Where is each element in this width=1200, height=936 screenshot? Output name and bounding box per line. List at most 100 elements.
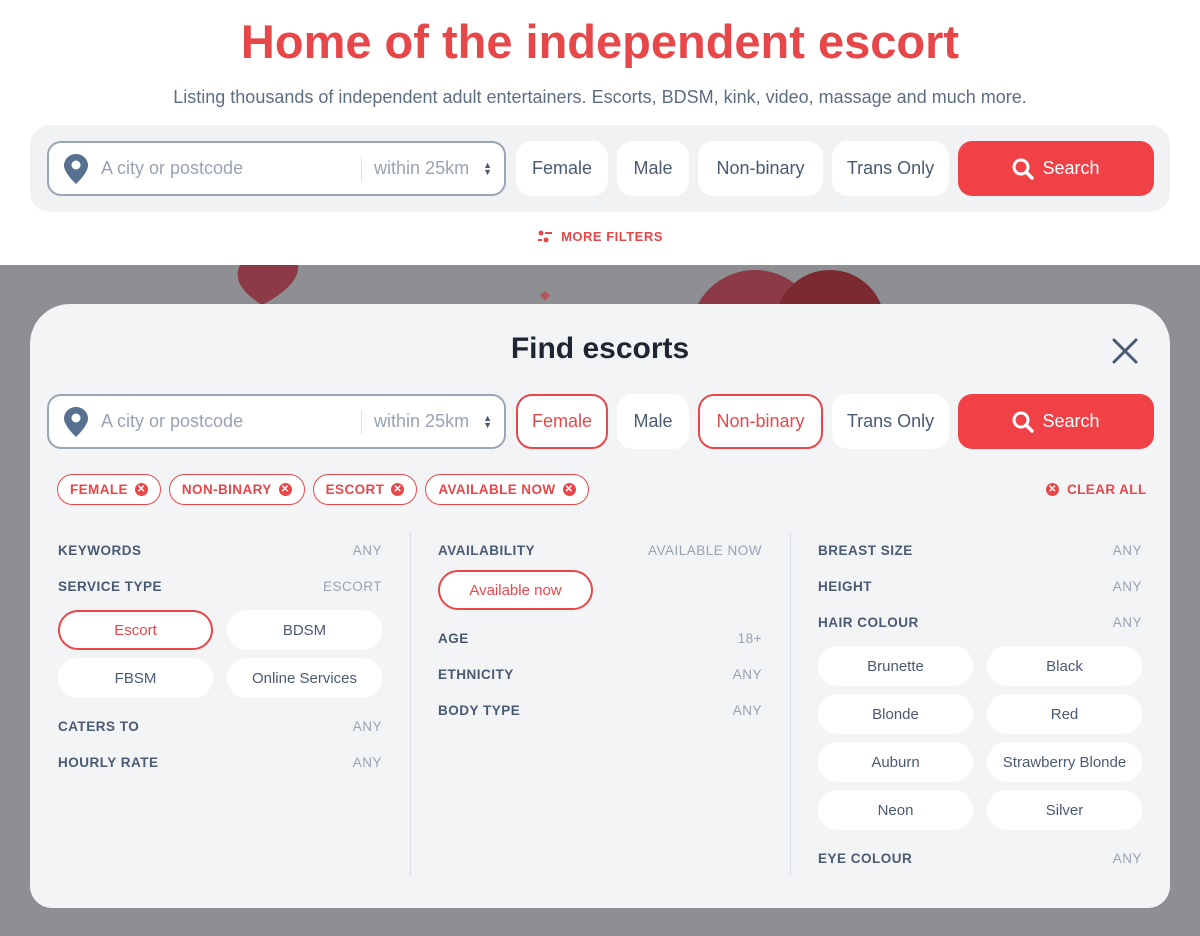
filter-label: BREAST SIZE [818,542,913,558]
filter-label: ETHNICITY [438,666,514,682]
location-placeholder: A city or postcode [101,158,244,178]
modal-gender-nonbinary-button[interactable]: Non-binary [698,394,823,449]
column-divider [410,532,411,876]
filter-label: HOURLY RATE [58,754,159,770]
filter-column-1: KEYWORDS ANY SERVICE TYPE ESCORT Escort BD… [58,532,382,780]
filter-label: SERVICE TYPE [58,578,163,594]
filter-height[interactable]: HEIGHT ANY [818,568,1142,604]
filters-icon [538,230,553,242]
filter-value: ANY [352,542,382,558]
filter-column-2: AVAILABILITY AVAILABLE NOW Available now … [438,532,762,728]
filter-hair-colour[interactable]: HAIR COLOUR ANY [818,604,1142,640]
radius-value: within 25km [374,158,470,178]
chip-label: FEMALE [70,482,128,497]
filter-caters-to[interactable]: CATERS TO ANY [58,708,382,744]
page-title: Home of the independent escort [240,15,960,68]
hair-blonde[interactable]: Blonde [818,694,973,734]
filter-column-3: BREAST SIZE ANY HEIGHT ANY HAIR COLOUR ANY … [818,532,1142,876]
clear-all-button[interactable]: ✕ CLEAR ALL [1046,482,1147,497]
search-label: Search [1042,411,1100,431]
hair-auburn[interactable]: Auburn [818,742,973,782]
filter-hourly-rate[interactable]: HOURLY RATE ANY [58,744,382,780]
filter-ethnicity[interactable]: ETHNICITY ANY [438,656,762,692]
page-subtitle: Listing thousands of independent adult e… [173,87,1027,107]
location-input[interactable]: A city or postcode within 25km ▲ ▼ [47,141,506,196]
modal-location-input[interactable]: A city or postcode within 25km ▲ ▼ [47,394,506,449]
chip-available-now[interactable]: AVAILABLE NOW ✕ [425,474,589,505]
hair-red[interactable]: Red [987,694,1142,734]
chip-escort[interactable]: ESCORT ✕ [312,474,418,505]
modal-gender-female-button[interactable]: Female [516,394,608,449]
search-button[interactable]: Search [958,141,1154,196]
hair-black[interactable]: Black [987,646,1142,686]
radius-value: within 25km [374,411,470,431]
column-divider [790,532,791,876]
service-online[interactable]: Online Services [227,658,382,698]
filter-label: HAIR COLOUR [818,614,919,630]
modal-gender-trans-button[interactable]: Trans Only [832,394,949,449]
map-pin-icon [64,406,88,437]
hair-silver[interactable]: Silver [987,790,1142,830]
select-arrows-icon: ▲ ▼ [483,159,492,177]
filter-label: AGE [438,630,469,646]
chip-label: ESCORT [325,482,385,497]
remove-icon[interactable]: ✕ [391,483,405,496]
filter-label: BODY TYPE [438,702,521,718]
gender-nonbinary-button[interactable]: Non-binary [698,141,823,196]
remove-icon[interactable]: ✕ [278,483,292,496]
hair-neon[interactable]: Neon [818,790,973,830]
filter-eye-colour[interactable]: EYE COLOUR ANY [818,840,1142,876]
modal-search-button[interactable]: Search [958,394,1154,449]
gender-male-button[interactable]: Male [617,141,689,196]
filter-body-type[interactable]: BODY TYPE ANY [438,692,762,728]
chip-female[interactable]: FEMALE ✕ [57,474,161,505]
filter-label: HEIGHT [818,578,873,594]
location-placeholder: A city or postcode [101,411,244,431]
filter-value: 18+ [737,630,762,646]
filter-label: CATERS TO [58,718,140,734]
filter-value: ANY [1112,850,1142,866]
filter-label: EYE COLOUR [818,850,913,866]
hair-brunette[interactable]: Brunette [818,646,973,686]
chip-label: NON-BINARY [181,482,272,497]
divider [361,409,363,434]
remove-icon[interactable]: ✕ [134,483,148,496]
close-icon[interactable] [1112,338,1138,364]
more-filters-link[interactable]: MORE FILTERS [0,229,1200,244]
filter-value: ANY [1112,578,1142,594]
radius-select[interactable]: within 25km ▲ ▼ [362,158,504,179]
modal-gender-male-button[interactable]: Male [617,394,689,449]
search-icon [1012,158,1035,180]
filter-value: ANY [352,754,382,770]
filter-label: KEYWORDS [58,542,142,558]
search-icon [1012,411,1035,433]
modal-title: Find escorts [510,332,690,365]
filter-keywords[interactable]: KEYWORDS ANY [58,532,382,568]
radius-select[interactable]: within 25km ▲ ▼ [362,411,504,432]
find-escorts-modal: Find escorts A city or postcode within 2… [30,304,1170,908]
divider [361,156,363,181]
gender-trans-button[interactable]: Trans Only [832,141,949,196]
filter-availability[interactable]: AVAILABILITY AVAILABLE NOW [438,532,762,568]
filter-age[interactable]: AGE 18+ [438,620,762,656]
service-bdsm[interactable]: BDSM [227,610,382,650]
service-fbsm[interactable]: FBSM [58,658,213,698]
available-now-option[interactable]: Available now [438,570,593,610]
clear-icon: ✕ [1046,483,1059,496]
active-filter-chips: FEMALE ✕ NON-BINARY ✕ ESCORT ✕ AVAILABLE NO… [57,474,589,505]
gender-female-button[interactable]: Female [516,141,608,196]
filter-value: AVAILABLE NOW [647,542,762,558]
filter-value: ANY [732,702,762,718]
select-arrows-icon: ▲ ▼ [483,412,492,430]
chip-label: AVAILABLE NOW [438,482,556,497]
remove-icon[interactable]: ✕ [562,483,576,496]
filter-breast-size[interactable]: BREAST SIZE ANY [818,532,1142,568]
more-filters-label: MORE FILTERS [561,229,663,244]
service-escort[interactable]: Escort [58,610,213,650]
map-pin-icon [64,153,88,184]
filter-service-type[interactable]: SERVICE TYPE ESCORT [58,568,382,604]
chip-non-binary[interactable]: NON-BINARY ✕ [168,474,305,505]
search-label: Search [1042,158,1100,178]
filter-label: AVAILABILITY [438,542,535,558]
hair-strawberry-blonde[interactable]: Strawberry Blonde [987,742,1142,782]
